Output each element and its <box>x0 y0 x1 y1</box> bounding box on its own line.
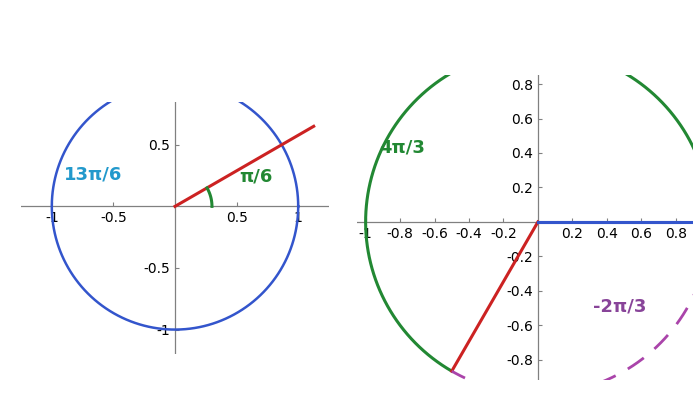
Text: Example 4: Coterminal Angles: Example 4: Coterminal Angles <box>115 19 585 48</box>
Text: -2π/3: -2π/3 <box>593 298 646 316</box>
Text: 4π/3: 4π/3 <box>379 139 426 157</box>
Text: π/6: π/6 <box>239 168 272 186</box>
Text: 13π/6: 13π/6 <box>64 165 122 183</box>
